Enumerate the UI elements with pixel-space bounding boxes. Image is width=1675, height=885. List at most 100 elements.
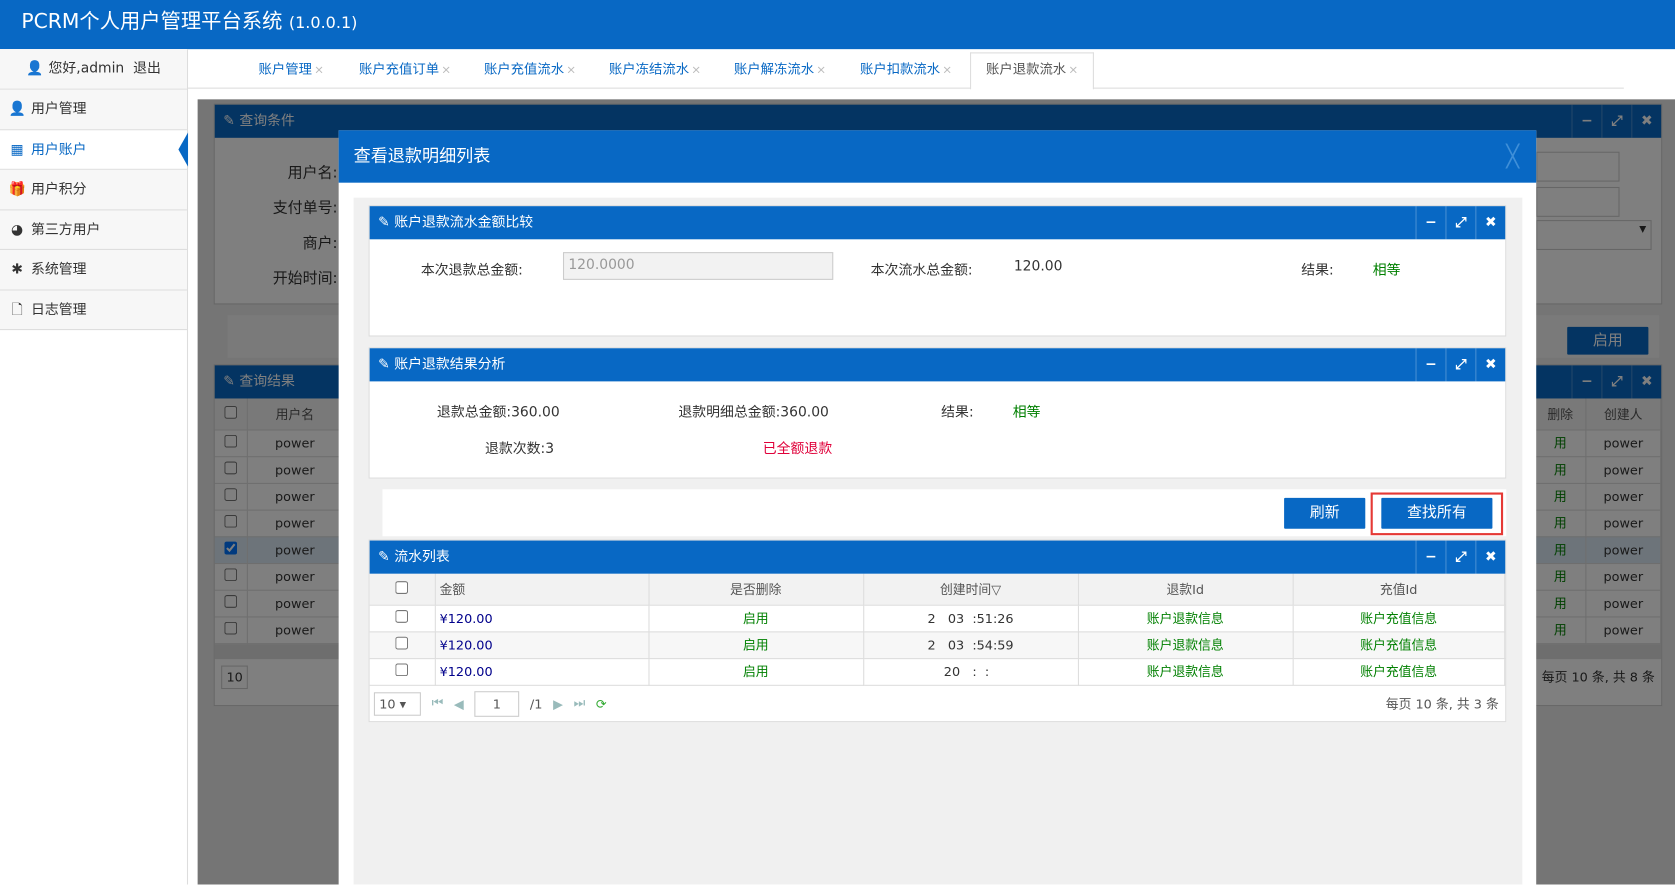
page-input[interactable]: 1 <box>474 690 520 717</box>
tab-unfreeze-flow[interactable]: 账户解冻流水 × <box>733 60 827 77</box>
app-title: PCRM个人用户管理平台系统 <box>21 9 283 34</box>
flow-list-panel: ✎ 流水列表 − ⤢ ✖ 金额 是否删除 创建时间▽ 退款Id 充值Id ¥120.00 启用 2… <box>368 539 1507 723</box>
find-all-button[interactable]: 查找所有 <box>1381 497 1493 529</box>
result-value: 相等 <box>1012 404 1041 421</box>
refund-status: 已全额退款 <box>762 441 833 458</box>
minimize-icon[interactable]: − <box>1415 348 1445 382</box>
deleted-cell: 启用 <box>648 631 864 659</box>
label: 用户管理 <box>30 101 87 118</box>
recharge-info-link[interactable]: 账户充值信息 <box>1292 658 1506 686</box>
refresh-button[interactable]: 刷新 <box>1284 497 1366 529</box>
modal-title: 查看退款明细列表 <box>353 145 491 166</box>
panel-title: 流水列表 <box>394 549 450 566</box>
sidebar-item-system[interactable]: ✱ 系统管理 <box>0 249 187 291</box>
refund-detail-modal: 查看退款明细列表 ╳ ✎ 账户退款流水金额比较 − ⤢ ✖ 本次退款总金额: 120.0… <box>338 130 1537 885</box>
close-icon[interactable]: × <box>441 63 452 77</box>
prev-page-icon[interactable]: ◀ <box>453 695 464 711</box>
select-all-checkbox[interactable] <box>395 580 409 594</box>
recharge-info-link[interactable]: 账户充值信息 <box>1292 631 1506 659</box>
user-icon: 👤 <box>8 101 26 118</box>
label: 第三方用户 <box>30 221 101 238</box>
tab-freeze-flow[interactable]: 账户冻结流水 × <box>608 60 702 77</box>
last-page-icon[interactable]: ⏭ <box>573 695 586 711</box>
close-icon[interactable]: × <box>566 63 577 77</box>
expand-icon[interactable]: ⤢ <box>1445 206 1475 240</box>
sidebar-item-user-points[interactable]: 🎁 用户积分 <box>0 169 187 210</box>
expand-icon[interactable]: ⤢ <box>1445 540 1475 574</box>
edit-icon: ✎ <box>378 549 390 566</box>
deleted-cell: 启用 <box>648 604 864 632</box>
logout-link[interactable]: 退出 <box>133 60 161 77</box>
analysis-panel: ✎ 账户退款结果分析 − ⤢ ✖ 退款总金额:360.00 退款明细总金额:360.0… <box>368 347 1507 479</box>
edit-icon: ✎ <box>378 214 390 231</box>
amount-cell: ¥120.00 <box>434 631 649 659</box>
qrcode-icon: ▦ <box>10 141 24 158</box>
close-icon[interactable]: ✖ <box>1475 348 1505 382</box>
sidebar-item-third-party[interactable]: ◕ 第三方用户 <box>0 209 187 250</box>
row-checkbox[interactable] <box>395 609 409 623</box>
greeting: 您好,admin <box>48 60 125 77</box>
refund-sum-label: 退款总金额: <box>436 404 512 421</box>
row-checkbox[interactable] <box>395 663 409 677</box>
minimize-icon[interactable]: − <box>1415 540 1445 574</box>
close-icon[interactable]: ✖ <box>1475 540 1505 574</box>
row-checkbox[interactable] <box>395 636 409 650</box>
label: 系统管理 <box>30 261 87 278</box>
deleted-cell: 启用 <box>648 658 864 686</box>
sidebar-item-user-management[interactable]: 👤 用户管理 <box>0 89 187 130</box>
total-pages: /1 <box>529 695 543 711</box>
edit-icon: ✎ <box>378 356 390 373</box>
reload-icon[interactable]: ⟳ <box>595 695 607 711</box>
column-deleted[interactable]: 是否删除 <box>648 573 864 606</box>
app-header: PCRM个人用户管理平台系统 (1.0.0.1) <box>0 0 1675 50</box>
tab-account-management[interactable]: 账户管理 × <box>258 60 324 77</box>
tab-refund-flow[interactable]: 账户退款流水 × <box>970 52 1095 90</box>
close-icon[interactable]: ╳ <box>1506 143 1520 169</box>
expand-icon[interactable]: ⤢ <box>1445 348 1475 382</box>
refund-count-label: 退款次数: <box>485 441 546 458</box>
close-icon[interactable]: × <box>691 63 702 77</box>
close-icon[interactable]: × <box>816 63 827 77</box>
flow-total-value: 120.00 <box>1013 258 1063 275</box>
minimize-icon[interactable]: − <box>1415 206 1445 240</box>
refund-info-link[interactable]: 账户退款信息 <box>1077 604 1294 632</box>
modal-header: 查看退款明细列表 ╳ <box>338 130 1537 183</box>
highlight-box <box>1370 492 1504 536</box>
detail-sum-label: 退款明细总金额: <box>678 404 781 421</box>
panel-title: 账户退款结果分析 <box>394 356 506 373</box>
close-icon[interactable]: × <box>1068 63 1079 77</box>
close-icon[interactable]: ✖ <box>1475 206 1505 240</box>
column-refund-id[interactable]: 退款Id <box>1077 573 1294 606</box>
label: 用户积分 <box>30 181 87 198</box>
refund-sum-value: 360.00 <box>511 404 560 421</box>
column-recharge-id[interactable]: 充值Id <box>1292 573 1506 606</box>
pager-summary: 每页 10 条, 共 3 条 <box>1385 696 1499 712</box>
close-icon[interactable]: × <box>942 63 953 77</box>
refund-total-input[interactable]: 120.0000 <box>562 252 834 280</box>
first-page-icon[interactable]: ⏮ <box>431 695 444 711</box>
refund-info-link[interactable]: 账户退款信息 <box>1077 658 1294 686</box>
table-row[interactable]: ¥120.00 启用 2 03 :51:26 账户退款信息 账户充值信息 <box>369 604 1506 632</box>
globe-icon: ◕ <box>11 221 24 238</box>
tab-recharge-flow[interactable]: 账户充值流水 × <box>483 60 577 77</box>
column-created-time[interactable]: 创建时间▽ <box>863 573 1079 606</box>
close-icon[interactable]: × <box>314 63 324 77</box>
tab-deduct-flow[interactable]: 账户扣款流水 × <box>859 60 953 77</box>
table-row[interactable]: ¥120.00 启用 2 03 :54:59 账户退款信息 账户充值信息 <box>369 631 1506 659</box>
label: 用户账户 <box>30 141 87 158</box>
recharge-info-link[interactable]: 账户充值信息 <box>1292 604 1506 632</box>
panel-title: 账户退款流水金额比较 <box>394 214 534 231</box>
time-cell: 2 03 :51:26 <box>863 604 1079 632</box>
column-amount[interactable]: 金额 <box>434 573 649 606</box>
table-row[interactable]: ¥120.00 启用 20 : : 账户退款信息 账户充值信息 <box>369 658 1506 686</box>
sidebar-item-user-account[interactable]: ▦ 用户账户 <box>0 129 189 170</box>
refund-info-link[interactable]: 账户退款信息 <box>1077 631 1294 659</box>
tab-recharge-orders[interactable]: 账户充值订单 × <box>358 60 452 77</box>
result-label: 结果: <box>1301 262 1334 279</box>
page-size-select[interactable]: 10 ▾ <box>373 691 421 716</box>
asterisk-icon: ✱ <box>11 261 23 278</box>
compare-panel: ✎ 账户退款流水金额比较 − ⤢ ✖ 本次退款总金额: 120.0000 本次流水总金… <box>368 205 1507 337</box>
user-bar: 👤 您好,admin 退出 <box>0 49 187 90</box>
next-page-icon[interactable]: ▶ <box>553 695 563 711</box>
sidebar-item-log[interactable]: 🗋 日志管理 <box>0 290 187 331</box>
